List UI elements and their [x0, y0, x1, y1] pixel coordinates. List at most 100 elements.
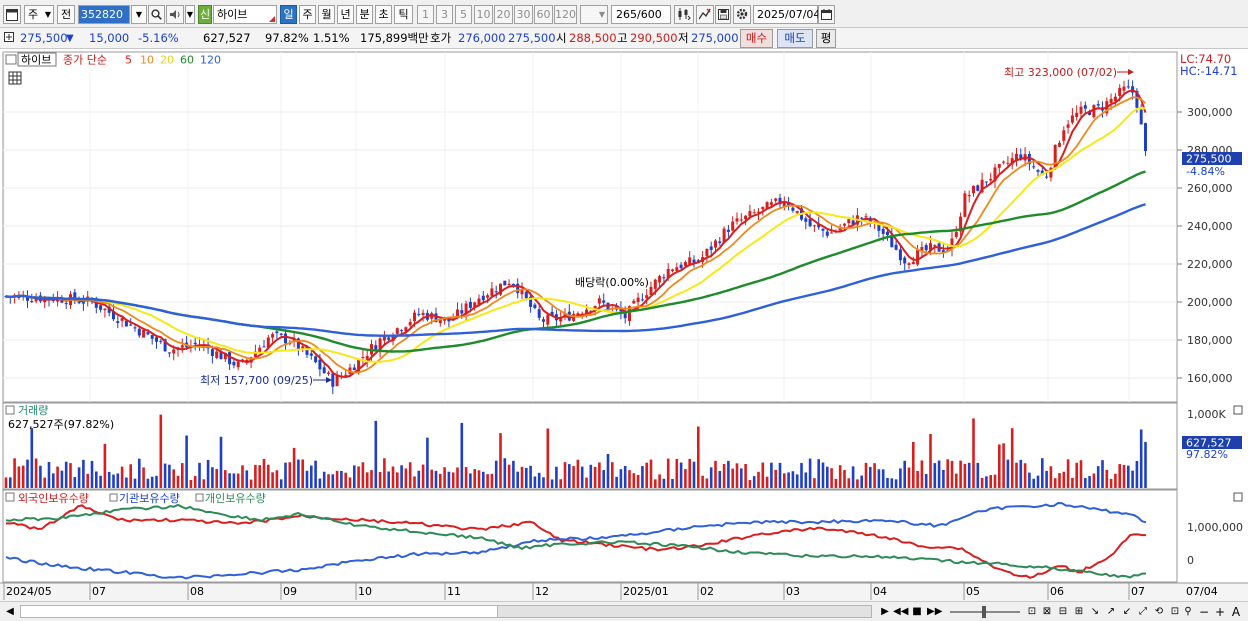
volume-bar: [413, 476, 416, 488]
volume-bar: [989, 475, 992, 488]
volume-menu-icon[interactable]: [5, 405, 15, 415]
candle-body: [228, 352, 232, 365]
x-axis-label: 12: [535, 585, 549, 598]
volume-bar: [30, 428, 34, 488]
interval-10-button[interactable]: 10: [474, 5, 493, 24]
holdings-close-icon[interactable]: [1233, 492, 1243, 502]
bar-count-field[interactable]: 265/600: [611, 5, 671, 24]
period-month-tab[interactable]: 월: [318, 5, 335, 24]
volume-bar: [568, 464, 571, 488]
volume-bar: [1131, 470, 1134, 488]
price-down-arrow-icon: ▼: [66, 33, 74, 44]
font-size-icon[interactable]: A: [1231, 605, 1241, 619]
interval-60-button[interactable]: 60: [534, 5, 553, 24]
market-select[interactable]: 주 ▼: [24, 5, 54, 24]
chart-window-icon[interactable]: [3, 5, 21, 24]
volume-bar: [843, 469, 846, 488]
zoom-search-icon[interactable]: ⚲: [1184, 606, 1192, 617]
settings-gear-icon[interactable]: [733, 5, 751, 24]
volume-bar: [585, 477, 588, 488]
draw-tool-icon[interactable]: ⤢: [1139, 606, 1147, 617]
scroll-left-icon[interactable]: ◀: [6, 606, 14, 617]
forward-icon[interactable]: ▶▶: [927, 606, 943, 617]
draw-tool-icon[interactable]: ⊟: [1058, 606, 1068, 617]
rewind-icon[interactable]: ◀◀: [893, 606, 909, 617]
interval-20-button[interactable]: 20: [494, 5, 513, 24]
scroll-track[interactable]: [20, 605, 872, 618]
speaker-dropdown[interactable]: ▼: [185, 5, 195, 24]
holdings-menu-icon[interactable]: [5, 492, 15, 502]
volume-close-icon[interactable]: [1233, 405, 1243, 415]
volume-bar: [13, 458, 16, 488]
candle-type-icon[interactable]: [674, 5, 694, 24]
stock-name-field[interactable]: 하이브: [213, 5, 277, 24]
volume-bar: [327, 474, 330, 488]
candle-body: [1075, 112, 1079, 118]
zoom-slider-handle[interactable]: [982, 606, 986, 618]
volume-bar: [473, 469, 476, 488]
draw-tool-icon[interactable]: ⊡: [1170, 606, 1180, 617]
holdings-panel-frame: [2, 489, 1178, 583]
interval-1-button[interactable]: 1: [417, 5, 434, 24]
stock-code-dropdown[interactable]: ▼: [131, 5, 147, 24]
panel-menu-icon[interactable]: [5, 54, 17, 65]
period-week-tab[interactable]: 주: [299, 5, 316, 24]
volume-bar: [439, 473, 442, 488]
evaluate-button[interactable]: 평: [816, 29, 836, 48]
min-arrow-icon: [326, 377, 332, 383]
period-year-tab[interactable]: 년: [337, 5, 354, 24]
calendar-icon[interactable]: [818, 5, 835, 24]
volume-bar: [181, 463, 184, 488]
volume-bar: [1066, 459, 1070, 488]
zoom-in-icon[interactable]: +: [1214, 605, 1226, 619]
candle-body: [60, 298, 64, 303]
quote-expand-icon[interactable]: [4, 31, 16, 46]
scroll-right-icon[interactable]: ▶: [881, 606, 889, 617]
candle-body: [976, 185, 980, 191]
volume-bar: [258, 465, 261, 488]
volume-bar: [150, 476, 154, 488]
volume-bar: [937, 460, 941, 488]
interval-120-button[interactable]: 120: [554, 5, 577, 24]
candle-body: [1083, 105, 1087, 109]
candle-body: [361, 357, 365, 359]
volume-bar: [933, 463, 937, 488]
draw-tool-icon[interactable]: ↙: [1122, 606, 1132, 617]
volume-bar: [198, 462, 201, 488]
interval-30-button[interactable]: 30: [514, 5, 533, 24]
tool-icon[interactable]: ⊡: [1027, 606, 1037, 617]
buy-button[interactable]: 매수: [740, 29, 773, 48]
volume-bar: [714, 460, 717, 488]
save-icon[interactable]: [715, 5, 731, 24]
draw-tool-icon[interactable]: ⟲: [1154, 606, 1164, 617]
speaker-icon[interactable]: [166, 5, 184, 24]
candle-body: [486, 295, 490, 298]
volume-bar: [1092, 473, 1096, 488]
draw-tool-icon[interactable]: ⊠: [1042, 606, 1052, 617]
volume-bar: [666, 458, 670, 488]
chart-grid-icon[interactable]: [8, 71, 22, 85]
stock-code-input[interactable]: 352820: [78, 5, 130, 24]
zoom-out-icon[interactable]: −: [1198, 605, 1210, 619]
stock-chart[interactable]: 하이브 종가 단순 5 10 20 60 120 300,000280,0002…: [0, 49, 1248, 601]
draw-tool-icon[interactable]: ⊞: [1074, 606, 1084, 617]
period-minute-tab[interactable]: 분: [356, 5, 373, 24]
period-day-tab[interactable]: 일: [280, 5, 297, 24]
draw-tool-icon[interactable]: ↗: [1106, 606, 1116, 617]
sell-button[interactable]: 매도: [777, 29, 813, 48]
prev-button[interactable]: 전: [57, 5, 75, 24]
period-second-tab[interactable]: 초: [375, 5, 392, 24]
chart-area[interactable]: 하이브 종가 단순 5 10 20 60 120 300,000 280,000 2…: [0, 49, 1248, 601]
interval-3-button[interactable]: 3: [436, 5, 453, 24]
open-label: 시: [556, 31, 567, 45]
interval-5-button[interactable]: 5: [455, 5, 472, 24]
scroll-thumb[interactable]: [497, 606, 871, 617]
date-input[interactable]: 2025/07/04: [753, 5, 820, 24]
interval-dropdown[interactable]: ▼: [580, 5, 608, 24]
search-icon[interactable]: [148, 5, 165, 24]
draw-tool-icon[interactable]: ↘: [1090, 606, 1100, 617]
period-tick-tab[interactable]: 틱: [394, 5, 413, 24]
stop-icon[interactable]: ■: [912, 606, 922, 617]
trendline-tool-icon[interactable]: [696, 5, 714, 24]
candle-body: [107, 306, 111, 313]
